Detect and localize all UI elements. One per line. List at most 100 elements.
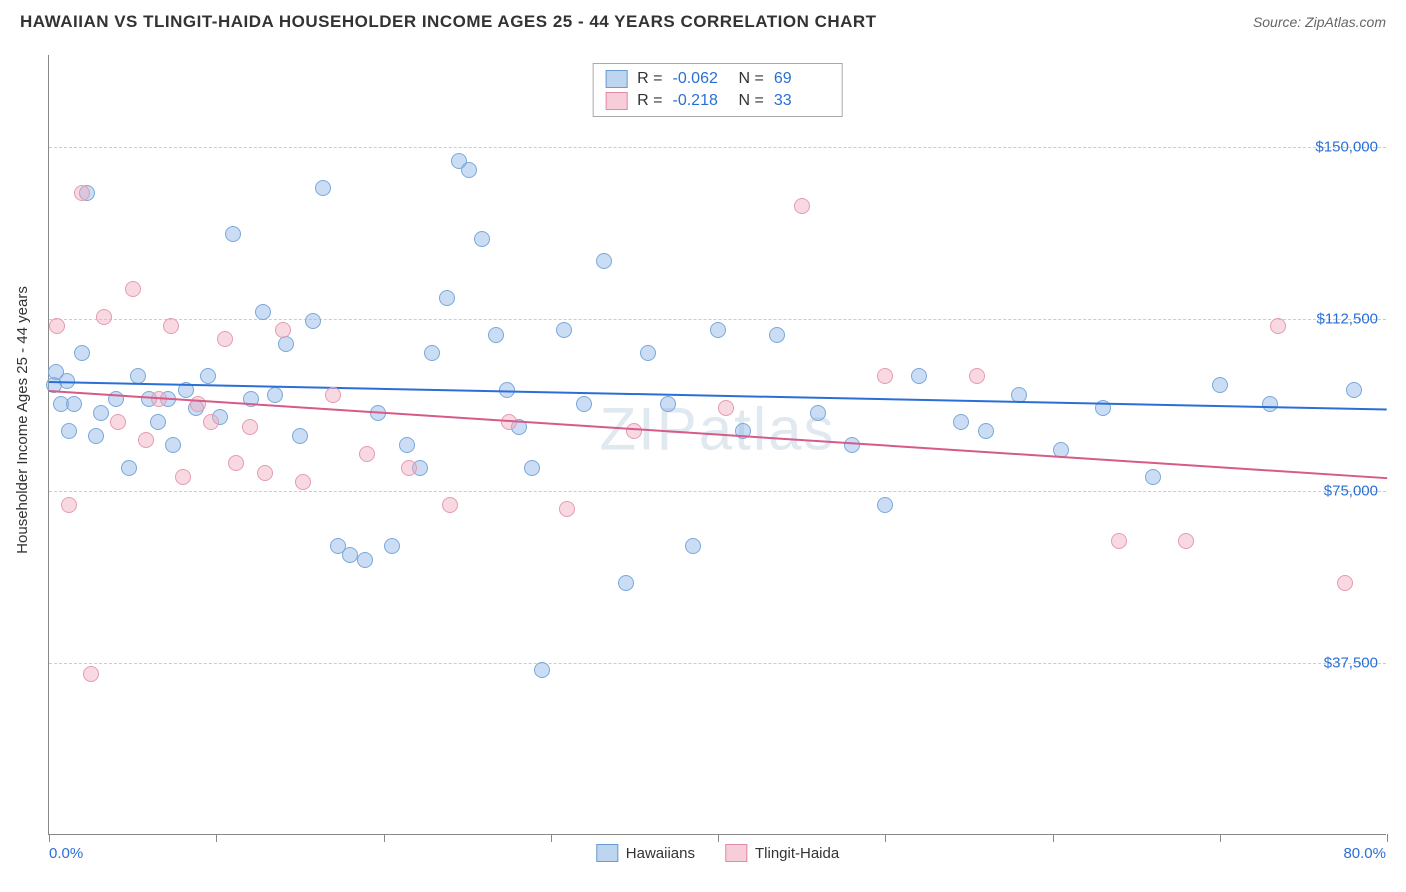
y-tick-label: $37,500 bbox=[1324, 654, 1378, 671]
legend-label: Tlingit-Haida bbox=[755, 845, 839, 862]
data-point bbox=[524, 460, 540, 476]
data-point bbox=[794, 198, 810, 214]
data-point bbox=[877, 368, 893, 384]
data-point bbox=[305, 313, 321, 329]
source-attribution: Source: ZipAtlas.com bbox=[1253, 14, 1386, 30]
data-point bbox=[83, 666, 99, 682]
data-point bbox=[576, 396, 592, 412]
data-point bbox=[1145, 469, 1161, 485]
gridline bbox=[49, 663, 1386, 664]
n-value: 69 bbox=[774, 70, 830, 88]
data-point bbox=[175, 469, 191, 485]
data-point bbox=[911, 368, 927, 384]
data-point bbox=[74, 185, 90, 201]
data-point bbox=[384, 538, 400, 554]
data-point bbox=[121, 460, 137, 476]
page-title: HAWAIIAN VS TLINGIT-HAIDA HOUSEHOLDER IN… bbox=[20, 12, 877, 32]
data-point bbox=[474, 231, 490, 247]
data-point bbox=[275, 322, 291, 338]
n-label: N = bbox=[739, 70, 764, 88]
legend: Hawaiians Tlingit-Haida bbox=[596, 844, 839, 862]
r-label: R = bbox=[637, 70, 662, 88]
data-point bbox=[267, 387, 283, 403]
data-point bbox=[1262, 396, 1278, 412]
legend-swatch bbox=[725, 844, 747, 862]
n-label: N = bbox=[739, 92, 764, 110]
data-point bbox=[442, 497, 458, 513]
data-point bbox=[163, 318, 179, 334]
x-tick bbox=[1220, 834, 1221, 842]
data-point bbox=[125, 281, 141, 297]
data-point bbox=[242, 419, 258, 435]
data-point bbox=[96, 309, 112, 325]
x-max-label: 80.0% bbox=[1343, 845, 1386, 862]
x-tick bbox=[384, 834, 385, 842]
data-point bbox=[556, 322, 572, 338]
data-point bbox=[93, 405, 109, 421]
r-label: R = bbox=[637, 92, 662, 110]
data-point bbox=[292, 428, 308, 444]
data-point bbox=[969, 368, 985, 384]
data-point bbox=[165, 437, 181, 453]
data-point bbox=[626, 423, 642, 439]
data-point bbox=[596, 253, 612, 269]
data-point bbox=[488, 327, 504, 343]
data-point bbox=[810, 405, 826, 421]
data-point bbox=[1111, 533, 1127, 549]
data-point bbox=[200, 368, 216, 384]
data-point bbox=[399, 437, 415, 453]
data-point bbox=[217, 331, 233, 347]
data-point bbox=[66, 396, 82, 412]
data-point bbox=[228, 455, 244, 471]
data-point bbox=[150, 414, 166, 430]
legend-item: Hawaiians bbox=[596, 844, 695, 862]
data-point bbox=[953, 414, 969, 430]
data-point bbox=[534, 662, 550, 678]
data-point bbox=[769, 327, 785, 343]
data-point bbox=[844, 437, 860, 453]
stats-row: R =-0.218N =33 bbox=[605, 90, 830, 112]
data-point bbox=[710, 322, 726, 338]
legend-label: Hawaiians bbox=[626, 845, 695, 862]
data-point bbox=[88, 428, 104, 444]
data-point bbox=[110, 414, 126, 430]
x-tick bbox=[718, 834, 719, 842]
scatter-chart: ZIPatlas R =-0.062N =69R =-0.218N =33 Ha… bbox=[48, 55, 1386, 835]
data-point bbox=[424, 345, 440, 361]
series-swatch bbox=[605, 92, 627, 110]
data-point bbox=[877, 497, 893, 513]
legend-swatch bbox=[596, 844, 618, 862]
data-point bbox=[61, 423, 77, 439]
x-tick bbox=[216, 834, 217, 842]
data-point bbox=[660, 396, 676, 412]
data-point bbox=[401, 460, 417, 476]
gridline bbox=[49, 319, 1386, 320]
n-value: 33 bbox=[774, 92, 830, 110]
data-point bbox=[225, 226, 241, 242]
x-min-label: 0.0% bbox=[49, 845, 83, 862]
data-point bbox=[49, 318, 65, 334]
data-point bbox=[1178, 533, 1194, 549]
data-point bbox=[685, 538, 701, 554]
data-point bbox=[203, 414, 219, 430]
data-point bbox=[357, 552, 373, 568]
data-point bbox=[640, 345, 656, 361]
data-point bbox=[257, 465, 273, 481]
correlation-stats-box: R =-0.062N =69R =-0.218N =33 bbox=[592, 63, 843, 117]
data-point bbox=[74, 345, 90, 361]
data-point bbox=[618, 575, 634, 591]
gridline bbox=[49, 147, 1386, 148]
data-point bbox=[315, 180, 331, 196]
data-point bbox=[1212, 377, 1228, 393]
data-point bbox=[978, 423, 994, 439]
r-value: -0.062 bbox=[673, 70, 729, 88]
data-point bbox=[255, 304, 271, 320]
data-point bbox=[190, 396, 206, 412]
x-tick bbox=[49, 834, 50, 842]
data-point bbox=[295, 474, 311, 490]
data-point bbox=[461, 162, 477, 178]
data-point bbox=[439, 290, 455, 306]
data-point bbox=[559, 501, 575, 517]
data-point bbox=[718, 400, 734, 416]
gridline bbox=[49, 491, 1386, 492]
